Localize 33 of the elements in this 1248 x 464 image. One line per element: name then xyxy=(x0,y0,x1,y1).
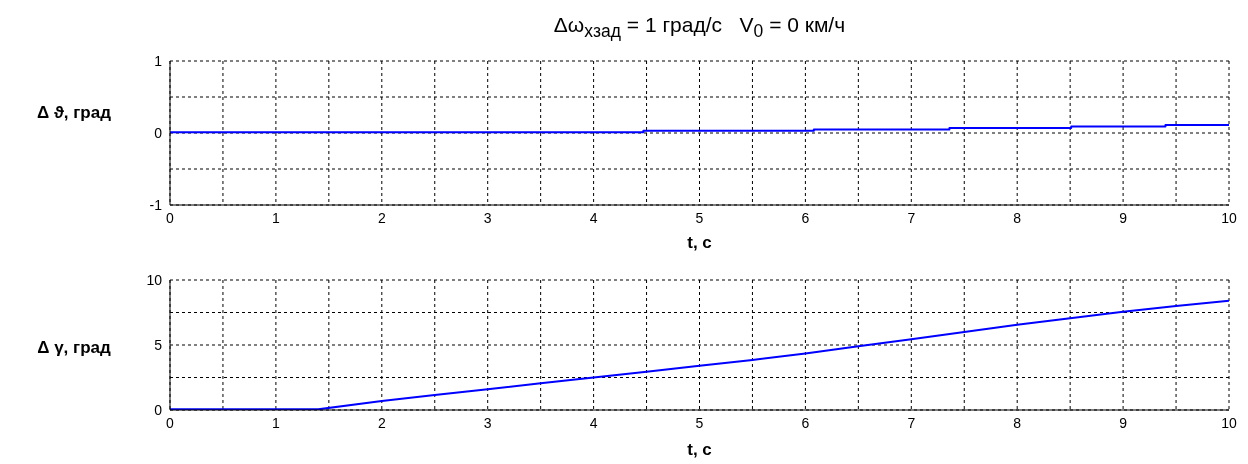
y-tick-label: 0 xyxy=(154,401,163,418)
x-tick-label: 8 xyxy=(1013,414,1022,431)
y-tick-label: 0 xyxy=(154,124,163,141)
y-tick-label: 1 xyxy=(154,52,163,69)
x-tick-label: 6 xyxy=(801,209,810,226)
y-tick-label: -1 xyxy=(149,196,163,213)
x-tick-label: 0 xyxy=(166,209,175,226)
x-tick-label: 1 xyxy=(272,414,280,431)
y-tick-label: 10 xyxy=(146,271,163,288)
y-axis-title: Δ ϑ, град xyxy=(36,103,112,123)
x-tick-label: 0 xyxy=(166,414,175,431)
x-tick-label: 6 xyxy=(801,414,810,431)
x-tick-label: 2 xyxy=(377,414,386,431)
x-tick-label: 4 xyxy=(589,209,598,226)
y-tick-label: 5 xyxy=(154,336,163,353)
x-tick-label: 8 xyxy=(1013,209,1022,226)
x-tick-label: 5 xyxy=(695,414,704,431)
x-tick-label: 4 xyxy=(589,414,598,431)
x-tick-label: 1 xyxy=(272,209,280,226)
x-tick-label: 3 xyxy=(483,209,492,226)
x-tick-label: 9 xyxy=(1119,209,1128,226)
chart-title: Δω$_{xзад}$ = 1 град/с V$_{0}$ = 0 км/ч xyxy=(552,12,847,44)
x-tick-label: 9 xyxy=(1119,414,1128,431)
x-tick-label: 7 xyxy=(907,209,916,226)
x-tick-label: 7 xyxy=(907,414,916,431)
x-tick-label: 10 xyxy=(1221,414,1237,431)
x-tick-label: 10 xyxy=(1221,209,1237,226)
x-tick-label: 2 xyxy=(377,209,386,226)
y-axis-title: Δ γ, град xyxy=(36,338,112,358)
x-tick-label: 5 xyxy=(695,209,704,226)
x-tick-label: 3 xyxy=(483,414,492,431)
x-axis-title: t, с xyxy=(686,233,713,253)
x-axis-title: t, с xyxy=(686,440,713,460)
